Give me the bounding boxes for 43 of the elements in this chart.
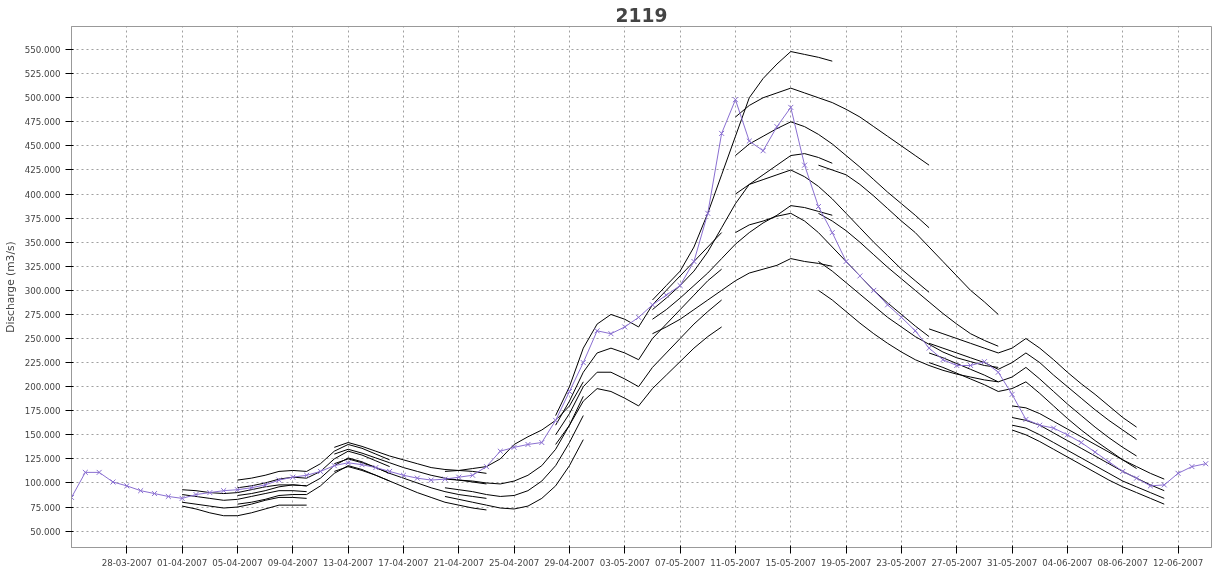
x-tick-label: 15-05-2007 [765, 557, 816, 568]
x-tick-label: 27-05-2007 [931, 557, 982, 568]
y-tick-label: 175.000 [24, 406, 61, 417]
y-tick-label: 300.000 [24, 285, 61, 296]
y-tick-label: 200.000 [24, 382, 61, 393]
y-tick-label: 325.000 [24, 261, 61, 272]
y-tick-label: 525.000 [24, 69, 61, 80]
x-tick-label: 31-05-2007 [986, 557, 1038, 568]
x-tick-label: 23-05-2007 [876, 557, 927, 568]
y-tick-label: 150.000 [24, 430, 61, 441]
y-tick-label: 400.000 [24, 189, 61, 200]
y-tick-label: 75.000 [30, 502, 61, 513]
y-tick-label: 425.000 [24, 165, 61, 176]
y-tick-label: 275.000 [24, 309, 61, 320]
y-tick-label: 375.000 [24, 213, 61, 224]
x-tick-label: 13-04-2007 [322, 557, 374, 568]
y-axis-title: Discharge (m3/s) [3, 241, 17, 333]
x-tick-label: 05-04-2007 [212, 557, 263, 568]
x-tick-label: 03-05-2007 [599, 557, 650, 568]
y-tick-label: 125.000 [24, 454, 61, 465]
y-tick-label: 225.000 [24, 358, 61, 369]
y-tick-label: 450.000 [24, 141, 61, 152]
x-tick-label: 21-04-2007 [433, 557, 484, 568]
x-tick-label: 19-05-2007 [820, 557, 872, 568]
x-tick-label: 29-04-2007 [544, 557, 595, 568]
x-tick-label: 01-04-2007 [157, 557, 208, 568]
y-tick-label: 350.000 [24, 237, 61, 248]
chart-title: 2119 [615, 4, 668, 26]
y-tick-label: 50.000 [30, 526, 61, 537]
y-tick-label: 100.000 [24, 478, 61, 489]
y-tick-label: 500.000 [24, 93, 61, 104]
x-tick-label: 09-04-2007 [267, 557, 318, 568]
x-tick-label: 04-06-2007 [1042, 557, 1093, 568]
x-tick-label: 11-05-2007 [710, 557, 761, 568]
y-tick-label: 475.000 [24, 117, 61, 128]
x-tick-label: 12-06-2007 [1152, 557, 1204, 568]
x-tick-label: 28-03-2007 [101, 557, 152, 568]
x-tick-label: 07-05-2007 [654, 557, 706, 568]
x-tick-label: 25-04-2007 [488, 557, 540, 568]
x-tick-label: 08-06-2007 [1097, 557, 1148, 568]
y-tick-label: 250.000 [24, 334, 61, 345]
y-tick-label: 550.000 [24, 45, 61, 56]
x-tick-label: 17-04-2007 [378, 557, 429, 568]
